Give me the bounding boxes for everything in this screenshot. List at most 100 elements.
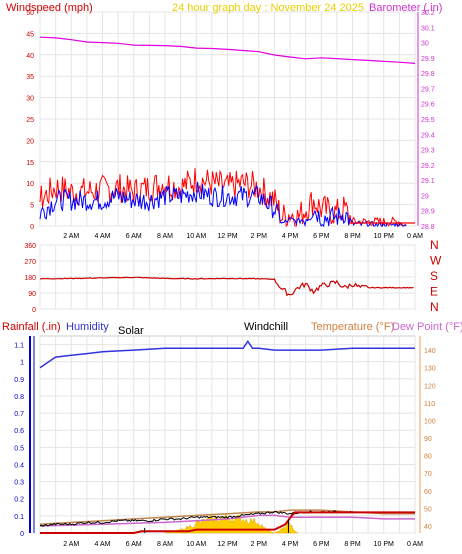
panel1-x-tick-label: 8 PM bbox=[344, 233, 361, 240]
panel3-left-ticks: 0 0.1 0.2 0.3 0.4 0.5 0.6 0.7 0.8 0.9 1 1.1 bbox=[14, 343, 24, 538]
panel1-x-tick-label: 10 PM bbox=[374, 233, 394, 240]
panel3-right-ticks: 40 50 60 70 80 90 100 110 120 130 140 bbox=[424, 348, 436, 531]
panel1-x-tick-label: 4 AM bbox=[95, 233, 111, 240]
temperature-label: Temperature (°F) bbox=[311, 321, 394, 333]
panel3-series bbox=[39, 339, 415, 534]
temperature-tick-label: 120 bbox=[424, 383, 436, 390]
temperature-tick-label: 50 bbox=[424, 506, 432, 513]
temperature-tick-label: 110 bbox=[424, 401, 435, 408]
panel1-x-ticks: 2 AM 4 AM 6 AM 8 AM 10 AM 12 PM 2 PM 4 PM 6 PM 8 … bbox=[63, 233, 423, 240]
temperature-tick-label: 130 bbox=[424, 366, 436, 373]
panel2-series bbox=[39, 276, 414, 297]
barometer-tick-label: 30 bbox=[421, 41, 429, 48]
chart-title: 24 hour graph day : November 24 2025 bbox=[172, 2, 364, 14]
temperature-tick-label: 60 bbox=[424, 489, 432, 496]
barometer-axis-label: Barometer (.in) bbox=[369, 2, 442, 14]
barometer-tick-label: 29.3 bbox=[421, 148, 435, 155]
rainfall-tick-label: 0.8 bbox=[14, 394, 24, 401]
humidity-label: Humidity bbox=[66, 321, 109, 333]
rainfall-tick-label: 0.6 bbox=[14, 428, 24, 435]
panel3-x-tick-label: 2 AM bbox=[63, 541, 79, 548]
direction-tick-label: 360 bbox=[24, 243, 36, 250]
panel3-x-tick-label: 4 AM bbox=[95, 541, 111, 548]
barometer-tick-label: 29.2 bbox=[421, 163, 435, 170]
panel1-left-ticks: 0 5 10 15 20 25 30 35 40 45 50 bbox=[26, 10, 34, 231]
panel1-x-tick-label: 2 AM bbox=[63, 233, 79, 240]
panel2-grid bbox=[39, 244, 416, 310]
rainfall-tick-label: 1 bbox=[20, 360, 24, 367]
rainfall-axis-label: Rainfall (.in) bbox=[2, 321, 61, 333]
windspeed-tick-label: 15 bbox=[26, 160, 34, 167]
direction-tick-label: 270 bbox=[24, 259, 36, 266]
temperature-tick-label: 90 bbox=[424, 436, 432, 443]
windspeed-tick-label: 10 bbox=[26, 181, 34, 188]
windspeed-tick-label: 30 bbox=[26, 96, 34, 103]
panel3-x-tick-label: 8 AM bbox=[157, 541, 173, 548]
windspeed-tick-label: 20 bbox=[26, 138, 34, 145]
dewpoint-line bbox=[39, 514, 415, 527]
windspeed-tick-label: 50 bbox=[26, 10, 34, 17]
rainfall-tick-label: 0.3 bbox=[14, 480, 24, 487]
wind-gust-line bbox=[39, 168, 407, 228]
panel1-x-tick-label: 8 AM bbox=[157, 233, 173, 240]
panel3-x-tick-label: 12 PM bbox=[217, 541, 237, 548]
barometer-tick-label: 29.9 bbox=[421, 56, 435, 63]
wind-average-line bbox=[39, 181, 407, 228]
rainfall-tick-label: 0.7 bbox=[14, 411, 24, 418]
rainfall-line bbox=[40, 511, 415, 534]
barometer-tick-label: 28.9 bbox=[421, 209, 435, 216]
windspeed-tick-label: 0 bbox=[30, 224, 34, 231]
wind-direction-line bbox=[39, 276, 414, 297]
barometer-tick-label: 28.8 bbox=[421, 224, 435, 231]
temperature-tick-label: 40 bbox=[424, 524, 432, 531]
panel1-right-ticks: 28.8 28.9 29 29.1 29.2 29.3 29.4 29.5 29.6 29.7 29… bbox=[417, 10, 435, 231]
panel1-x-tick-label: 4 PM bbox=[282, 233, 299, 240]
dewpoint-label: Dew Point (°F) bbox=[392, 321, 462, 333]
panel3-x-tick-label: 0 AM bbox=[407, 541, 423, 548]
direction-tick-label: 90 bbox=[28, 291, 36, 298]
windspeed-tick-label: 25 bbox=[26, 117, 34, 124]
barometer-tick-label: 29.8 bbox=[421, 71, 435, 78]
barometer-tick-label: 29.6 bbox=[421, 102, 435, 109]
rainfall-tick-label: 0 bbox=[20, 531, 24, 538]
rainfall-tick-label: 0.4 bbox=[14, 462, 24, 469]
rainfall-tick-label: 0.5 bbox=[14, 445, 24, 452]
windspeed-tick-label: 45 bbox=[26, 31, 34, 38]
barometer-tick-label: 29 bbox=[421, 193, 429, 200]
barometer-line bbox=[39, 36, 416, 64]
barometer-tick-label: 29.1 bbox=[421, 178, 435, 185]
panel1-x-tick-label: 0 AM bbox=[407, 233, 423, 240]
panel3-x-tick-label: 2 PM bbox=[251, 541, 268, 548]
barometer-tick-label: 30.2 bbox=[421, 10, 435, 17]
humidity-line bbox=[39, 339, 415, 369]
panel1-x-tick-label: 10 AM bbox=[186, 233, 206, 240]
compass-label: W bbox=[430, 254, 442, 268]
barometer-tick-label: 29.7 bbox=[421, 86, 435, 93]
panel1-x-tick-label: 6 AM bbox=[126, 233, 142, 240]
panel1-x-tick-label: 6 PM bbox=[313, 233, 330, 240]
panel3-x-tick-label: 10 PM bbox=[374, 541, 394, 548]
solar-area bbox=[164, 513, 298, 534]
solar-label: Solar bbox=[118, 325, 144, 337]
panel3-x-ticks: 2 AM 4 AM 6 AM 8 AM 10 AM 12 PM 2 PM 4 PM 6 PM 8 … bbox=[63, 541, 423, 548]
barometer-tick-label: 29.4 bbox=[421, 132, 435, 139]
barometer-tick-label: 29.5 bbox=[421, 117, 435, 124]
temperature-tick-label: 100 bbox=[424, 418, 436, 425]
rainfall-tick-label: 0.9 bbox=[14, 377, 24, 384]
panel3-x-tick-label: 6 PM bbox=[313, 541, 330, 548]
compass-label: S bbox=[430, 269, 438, 283]
panel2-left-ticks: 0 90 180 270 360 bbox=[24, 243, 36, 314]
direction-tick-label: 180 bbox=[24, 275, 36, 282]
panel1-x-tick-label: 2 PM bbox=[251, 233, 268, 240]
windspeed-axis-label: Windspeed (mph) bbox=[6, 2, 93, 14]
rainfall-tick-label: 1.1 bbox=[14, 343, 24, 350]
panel3-x-tick-label: 8 PM bbox=[344, 541, 361, 548]
temperature-tick-label: 140 bbox=[424, 348, 436, 355]
compass-label: N bbox=[430, 238, 439, 252]
barometer-tick-label: 30.1 bbox=[421, 25, 435, 32]
compass-label: E bbox=[430, 285, 438, 299]
